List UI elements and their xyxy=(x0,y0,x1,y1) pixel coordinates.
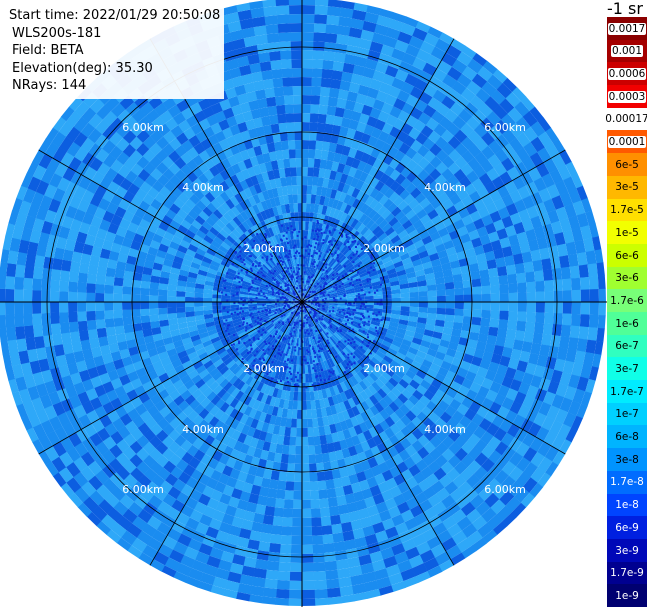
colorbar-label: 1e-8 xyxy=(614,499,640,512)
colorbar-swatch: 3e-6 xyxy=(607,266,647,290)
colorbar-label: 6e-9 xyxy=(614,521,640,534)
colorbar-swatch: 1.7e-6 xyxy=(607,289,647,313)
nrays-label: NRays: 144 xyxy=(12,78,87,93)
colorbar-swatch: 1e-9 xyxy=(607,584,647,607)
azimuth-spoke xyxy=(38,301,303,455)
colorbar-swatch: 3e-9 xyxy=(607,538,647,563)
colorbar-swatch: 6e-7 xyxy=(607,334,647,358)
colorbar-label: 1e-9 xyxy=(614,589,640,602)
colorbar-label: 0.00017 xyxy=(604,113,647,126)
colorbar-label: 1e-5 xyxy=(614,226,640,239)
range-label-4km-se: 4.00km xyxy=(424,423,466,436)
colorbar-label: 1e-7 xyxy=(614,408,640,421)
colorbar-label: 1e-6 xyxy=(614,317,640,330)
colorbar-label: 1.7e-6 xyxy=(609,294,645,307)
field-label: Field: BETA xyxy=(12,43,84,58)
elevation-label: Elevation(deg): 35.30 xyxy=(12,60,153,76)
colorbar-swatch: 1.7e-7 xyxy=(607,380,647,404)
colorbar-label: 3e-7 xyxy=(614,362,640,375)
azimuth-spoke xyxy=(301,38,455,303)
colorbar: 0.0017 0.001 0.0006 0.0003 0.00017 0.0001 6e-5… xyxy=(604,17,647,607)
azimuth-spoke xyxy=(301,149,566,303)
colorbar-label: 0.0006 xyxy=(607,67,647,80)
colorbar-swatch: 0.0006 xyxy=(607,62,647,86)
azimuth-spoke xyxy=(301,301,566,455)
colorbar-units-label: -1 sr xyxy=(607,0,643,18)
colorbar-label: 1.7e-7 xyxy=(609,385,645,398)
colorbar-label: 1.7e-5 xyxy=(609,204,645,217)
colorbar-label: 3e-8 xyxy=(614,453,640,466)
range-label-4km-ne: 4.00km xyxy=(424,181,466,194)
range-label-4km-sw: 4.00km xyxy=(182,423,224,436)
colorbar-swatch: 6e-5 xyxy=(607,153,647,177)
colorbar-label: 3e-6 xyxy=(614,272,640,285)
colorbar-swatch: 1.7e-9 xyxy=(607,561,647,585)
range-label-4km-nw: 4.00km xyxy=(182,181,224,194)
scan-info-panel: Start time: 2022/01/29 20:50:08 WLS200s-… xyxy=(9,6,225,99)
colorbar-swatch: 6e-6 xyxy=(607,243,647,268)
colorbar-swatch: 1e-5 xyxy=(607,221,647,245)
colorbar-swatch: 0.0003 xyxy=(607,85,647,109)
range-label-2km-nw: 2.00km xyxy=(243,242,285,255)
range-label-2km-sw: 2.00km xyxy=(243,362,285,375)
range-label-2km-ne: 2.00km xyxy=(363,242,405,255)
colorbar-swatch: 1.7e-8 xyxy=(607,470,647,495)
colorbar-swatch: 0.00017 xyxy=(604,107,647,131)
colorbar-label: 6e-6 xyxy=(614,249,640,262)
range-label-2km-se: 2.00km xyxy=(363,362,405,375)
colorbar-label: 0.0017 xyxy=(607,22,647,35)
start-time-label: Start time: 2022/01/29 20:50:08 xyxy=(9,8,221,23)
colorbar-label: 6e-7 xyxy=(614,340,640,353)
colorbar-swatch: 6e-8 xyxy=(607,425,647,449)
colorbar-swatch: 1e-7 xyxy=(607,402,647,426)
colorbar-swatch: 3e-5 xyxy=(607,175,647,200)
colorbar-swatch: 3e-8 xyxy=(607,448,647,472)
colorbar-swatch: 0.001 xyxy=(607,39,647,63)
range-label-6km-sw: 6.00km xyxy=(122,483,164,496)
colorbar-swatch: 0.0001 xyxy=(607,130,647,154)
colorbar-label: 0.0001 xyxy=(607,136,647,149)
colorbar-label: 6e-5 xyxy=(614,158,640,171)
colorbar-label: 3e-5 xyxy=(614,181,640,194)
colorbar-swatch: 6e-9 xyxy=(607,516,647,540)
crosshair xyxy=(0,0,607,607)
colorbar-label: 0.0003 xyxy=(607,90,647,103)
colorbar-swatch: 1e-6 xyxy=(607,312,647,336)
colorbar-swatch: 3e-7 xyxy=(607,357,647,381)
range-labels: 2.00km 2.00km 2.00km 2.00km 4.00km 4.00k… xyxy=(122,121,526,496)
colorbar-label: 0.001 xyxy=(610,45,644,58)
instrument-label: WLS200s-181 xyxy=(12,25,102,41)
azimuth-spoke xyxy=(301,301,455,566)
colorbar-swatch: 1.7e-5 xyxy=(607,198,647,222)
range-label-6km-se: 6.00km xyxy=(484,483,526,496)
colorbar-swatch: 0.0017 xyxy=(607,17,647,41)
radar-rays xyxy=(0,0,606,606)
colorbar-label: 3e-9 xyxy=(614,544,640,557)
azimuth-spoke xyxy=(149,301,303,566)
colorbar-label: 1.7e-8 xyxy=(609,476,645,489)
colorbar-label: 6e-8 xyxy=(614,431,640,444)
range-label-6km-ne: 6.00km xyxy=(484,121,526,134)
range-label-6km-nw: 6.00km xyxy=(122,121,164,134)
colorbar-label: 1.7e-9 xyxy=(609,567,645,580)
colorbar-swatch: 1e-8 xyxy=(607,493,647,517)
azimuth-spoke xyxy=(38,149,303,303)
azimuth-spokes xyxy=(38,38,566,566)
